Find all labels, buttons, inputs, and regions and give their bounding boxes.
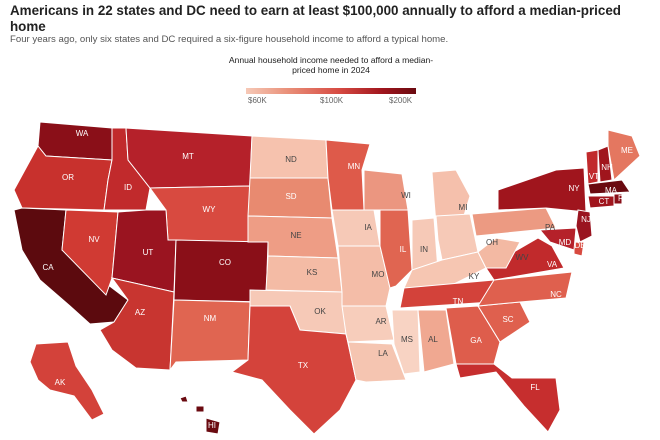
state-il[interactable] xyxy=(379,209,413,289)
state-nc[interactable] xyxy=(477,271,573,307)
state-sd[interactable] xyxy=(247,177,333,219)
page-subtitle: Four years ago, only six states and DC r… xyxy=(10,34,449,45)
legend-tick-100k: $100K xyxy=(320,96,344,105)
state-nd[interactable] xyxy=(249,135,329,179)
state-va[interactable] xyxy=(485,237,565,281)
state-nm[interactable] xyxy=(169,299,251,372)
state-ks[interactable] xyxy=(265,255,343,293)
state-ia[interactable] xyxy=(331,209,381,247)
state-nh[interactable] xyxy=(597,145,613,183)
state-de[interactable] xyxy=(573,241,585,257)
state-mn[interactable] xyxy=(325,139,371,211)
state-ms[interactable] xyxy=(391,309,421,375)
state-pa[interactable] xyxy=(471,207,557,237)
legend-tick-200k: $200K xyxy=(389,96,413,105)
state-ri[interactable] xyxy=(613,193,623,205)
state-nv[interactable] xyxy=(61,209,119,296)
state-la[interactable] xyxy=(347,341,407,383)
state-hi[interactable] xyxy=(179,395,221,435)
state-al[interactable] xyxy=(417,309,455,373)
legend-tick-60k: $60K xyxy=(248,96,267,105)
state-tx[interactable] xyxy=(230,305,357,435)
legend-color-scale xyxy=(246,88,416,94)
state-wa[interactable] xyxy=(37,121,113,161)
state-ct[interactable] xyxy=(587,195,615,209)
state-nj[interactable] xyxy=(575,209,593,243)
state-wv[interactable] xyxy=(477,237,521,269)
state-mt[interactable] xyxy=(125,127,253,189)
state-md[interactable] xyxy=(538,227,577,251)
state-vt[interactable] xyxy=(585,149,599,185)
state-ny[interactable] xyxy=(497,167,587,213)
state-ar[interactable] xyxy=(341,305,395,343)
page-title: Americans in 22 states and DC need to ea… xyxy=(10,3,621,34)
state-me[interactable] xyxy=(607,129,641,181)
us-states-map: WAORCANVIDMTWYUTAZCONMNDSDNEKSOKTXMNIAMO… xyxy=(13,121,641,435)
state-fl[interactable] xyxy=(455,363,561,433)
state-ma[interactable] xyxy=(587,179,631,195)
legend-title: Annual household income needed to afford… xyxy=(228,55,434,75)
state-ak[interactable] xyxy=(29,341,105,421)
state-wi[interactable] xyxy=(363,169,409,211)
